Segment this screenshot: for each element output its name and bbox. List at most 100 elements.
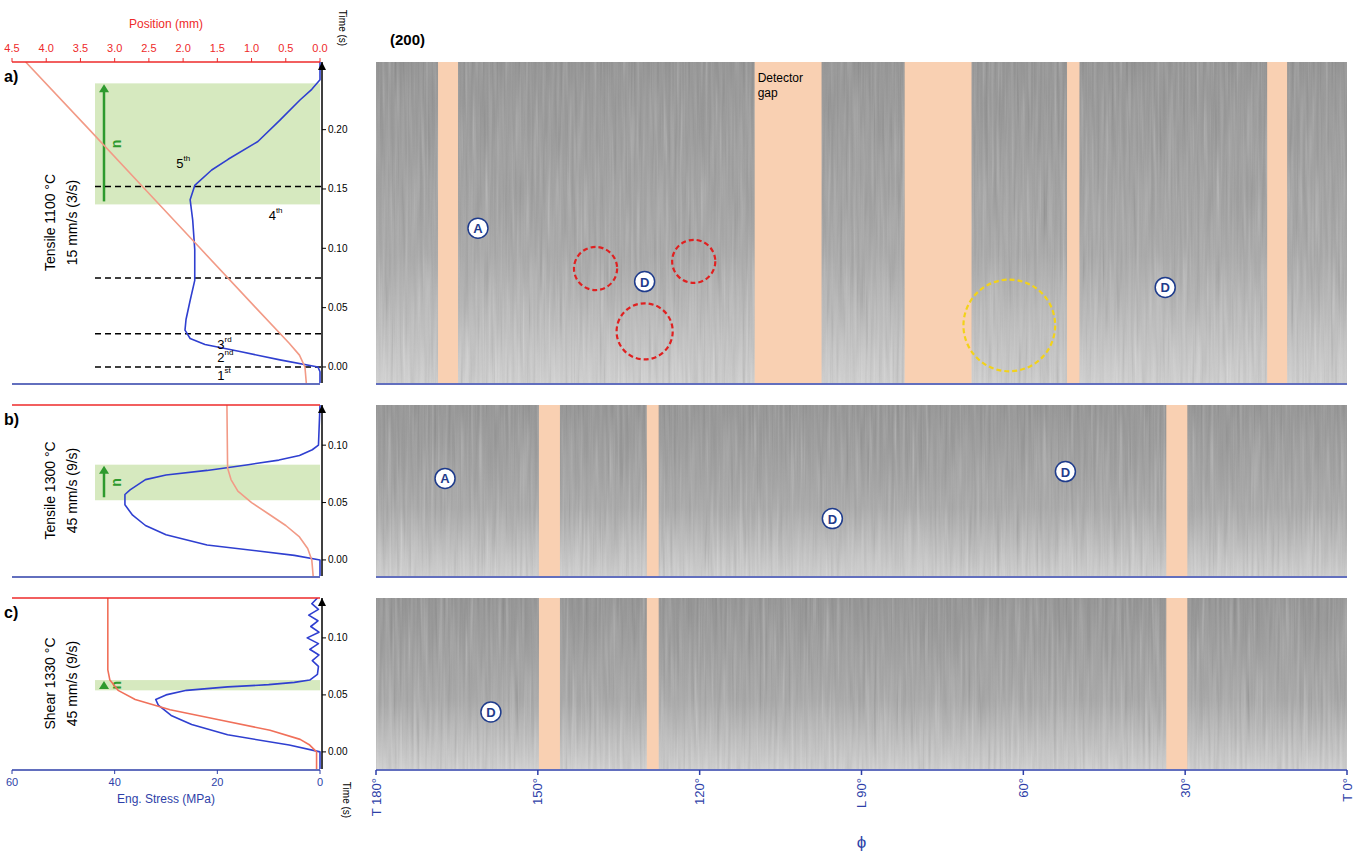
position-tick-label: 4.5 — [4, 42, 19, 54]
time-axis-title: Time (s) — [337, 10, 348, 46]
annotation-circle — [481, 702, 501, 722]
detector-gap — [905, 62, 972, 383]
dashed-circle — [574, 247, 617, 290]
panel-title: Tensile 1100 °C — [42, 174, 58, 271]
panel: DT 180°150°120°L 90°60°30°T 0°ϕn6040200E… — [4, 598, 1355, 852]
annotation-label: D — [640, 275, 649, 290]
curves — [108, 598, 320, 769]
time-axis-arrow — [318, 598, 326, 606]
panel-subtitle: 45 mm/s (9/s) — [64, 448, 80, 534]
annotation-label: D — [1161, 280, 1170, 295]
stress-tick-label: 60 — [6, 776, 18, 788]
stress-axis-line — [12, 769, 320, 771]
annotation-label: A — [440, 471, 450, 486]
phi-axis-title: ϕ — [857, 833, 867, 852]
panel-letter: c) — [4, 604, 18, 621]
time-axis-line — [321, 62, 323, 383]
stress-tick — [12, 770, 13, 774]
time-tick — [322, 751, 326, 752]
stress-tick — [320, 770, 321, 774]
detector-gap — [1267, 62, 1287, 383]
detector-gap — [647, 405, 659, 576]
annotation-circle — [635, 272, 655, 292]
phi-axis-line — [376, 383, 1347, 385]
stage-suffix: th — [276, 206, 283, 215]
phi-tick — [699, 770, 701, 775]
stage-suffix: th — [184, 153, 191, 162]
phi-tick-label: 150° — [530, 778, 545, 805]
image-ground — [376, 62, 1347, 383]
band-label: n — [108, 140, 124, 149]
time-tick — [322, 559, 326, 560]
stage-suffix: rd — [225, 335, 232, 344]
stage-number: 1 — [217, 368, 224, 383]
image-texture — [376, 62, 1347, 383]
position-tick — [148, 58, 149, 62]
position-tick-label: 3.0 — [107, 42, 122, 54]
detector-gap — [1166, 598, 1187, 769]
position-curve — [108, 598, 317, 769]
image-title: (200) — [390, 31, 425, 48]
phi-tick-label: L 90° — [854, 778, 869, 808]
position-axis-line — [12, 597, 320, 599]
position-tick — [251, 58, 252, 62]
stage-label: 4th — [269, 206, 283, 223]
stress-curve — [125, 405, 320, 576]
phi-tick-label: 60° — [1016, 778, 1031, 798]
time-tick-label: 0.05 — [328, 302, 348, 313]
stress-axis-line — [12, 383, 320, 385]
time-tick — [322, 502, 326, 503]
detector-gap — [539, 405, 560, 576]
stress-tick — [114, 770, 115, 774]
stage-number: 5 — [176, 155, 183, 170]
stage-number: 3 — [217, 337, 224, 352]
stress-axis-title: Eng. Stress (MPa) — [117, 792, 215, 806]
gap-label: Detectorgap — [758, 71, 803, 100]
stage-line — [95, 366, 322, 368]
image-texture — [376, 598, 1347, 769]
position-tick-label: 3.5 — [73, 42, 88, 54]
stage-line — [95, 333, 322, 335]
annotation-circle — [1155, 277, 1175, 297]
diffraction-image — [376, 405, 1347, 576]
position-tick — [114, 58, 115, 62]
detector-gap — [647, 598, 659, 769]
dashed-circle — [672, 240, 715, 283]
panel-subtitle: 15 mm/s (3/s) — [64, 180, 80, 266]
stress-axis-line — [12, 576, 320, 578]
position-curve — [227, 405, 313, 576]
time-tick-label: 0.20 — [328, 124, 348, 135]
time-tick-label: 0.00 — [328, 554, 348, 565]
stage-label: 5th — [176, 153, 190, 170]
time-tick — [322, 248, 326, 249]
band-arrowhead — [99, 84, 109, 92]
curves — [26, 62, 320, 383]
stage-line — [95, 186, 322, 188]
position-tick-label: 2.0 — [175, 42, 190, 54]
position-tick — [183, 58, 184, 62]
position-axis-line — [12, 404, 320, 406]
position-tick — [217, 58, 218, 62]
time-tick-label: 0.15 — [328, 183, 348, 194]
annotation-label: D — [1061, 465, 1070, 480]
time-tick-label: 0.00 — [328, 361, 348, 372]
panel: ADDn0.000.050.10b)Tensile 1300 °C45 mm/s… — [4, 405, 1347, 577]
position-tick-label: 4.0 — [39, 42, 54, 54]
time-axis-title: Time (s) — [341, 782, 352, 818]
position-axis-title: Position (mm) — [129, 17, 203, 31]
detector-gap — [755, 62, 822, 383]
phi-tick — [1346, 770, 1348, 775]
phi-tick-label: 120° — [692, 778, 707, 805]
stage-label: 1st — [217, 366, 231, 383]
gap-label-line: Detector — [758, 71, 803, 85]
time-axis-arrow — [318, 62, 326, 70]
time-tick-label: 0.00 — [328, 746, 348, 757]
panel-letter: a) — [4, 68, 18, 85]
stage-suffix: st — [225, 366, 232, 375]
annotation-label: D — [486, 705, 495, 720]
phi-tick — [1184, 770, 1186, 775]
time-tick-label: 0.05 — [328, 497, 348, 508]
band-arrow — [103, 472, 106, 498]
time-axis-line — [321, 405, 323, 576]
time-tick-label: 0.10 — [328, 243, 348, 254]
